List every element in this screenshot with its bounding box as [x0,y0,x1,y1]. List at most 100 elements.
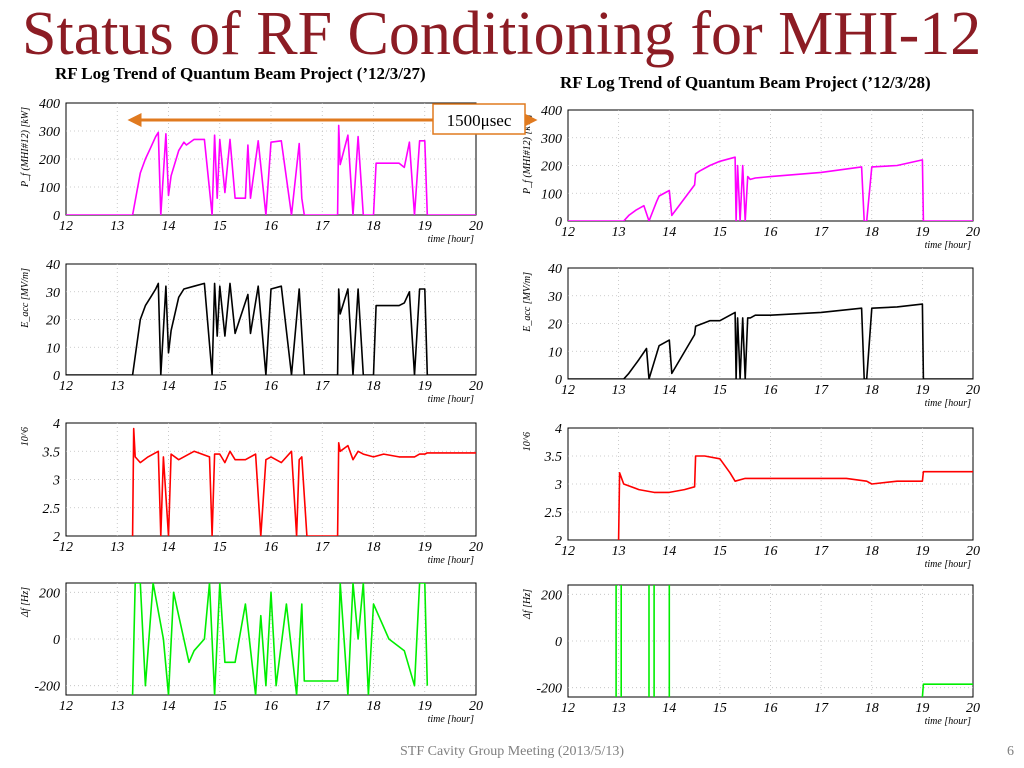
y-tick-label: 30 [45,286,60,301]
x-tick-label: 16 [764,701,778,716]
x-tick-label: 13 [110,379,124,394]
x-tick-label: 19 [915,225,929,240]
y-axis-label: P_f (MHI#12) [kW] [20,107,31,188]
x-tick-label: 17 [814,225,829,240]
x-tick-label: 19 [418,699,432,714]
x-tick-label: 12 [59,379,73,394]
x-tick-label: 14 [162,219,176,234]
x-tick-label: 14 [662,225,676,240]
x-tick-label: 15 [713,383,727,398]
y-tick-label: 40 [46,258,60,273]
x-tick-label: 15 [713,701,727,716]
x-tick-label: 17 [814,544,829,559]
x-tick-label: 14 [162,379,176,394]
y-tick-label: 20 [46,314,60,329]
y-tick-label: 400 [541,104,562,119]
x-tick-label: 17 [814,383,829,398]
x-tick-label: 19 [418,540,432,555]
x-tick-label: 15 [213,540,227,555]
y-tick-label: 100 [541,187,562,202]
y-axis-label: E_acc [MV/m] [20,268,31,329]
x-tick-label: 16 [764,225,778,240]
y-tick-label: 0 [555,215,562,230]
y-tick-label: 200 [541,588,562,603]
x-tick-label: 19 [418,379,432,394]
x-tick-label: 15 [213,379,227,394]
x-tick-label: 20 [469,219,483,234]
y-tick-label: 200 [39,586,60,601]
y-tick-label: 200 [541,160,562,175]
x-tick-label: 15 [213,219,227,234]
x-tick-label: 18 [865,701,879,716]
x-tick-label: 15 [213,699,227,714]
x-tick-label: 18 [865,544,879,559]
x-axis-label: time [hour] [428,394,475,405]
chart-right-q0: 12 13 14 15 16 17 18 19 20 2 2.5 3 3.5 4 time [hour] 10… [522,422,980,570]
x-tick-label: 15 [713,544,727,559]
arrow-head-right-icon [523,113,538,127]
x-tick-label: 16 [264,219,278,234]
y-tick-label: 2.5 [43,502,61,517]
x-tick-label: 19 [915,383,929,398]
series-line-left-q0-0 [131,427,476,536]
x-tick-label: 19 [915,701,929,716]
x-tick-label: 17 [315,379,330,394]
x-tick-label: 14 [662,701,676,716]
annotation-label: 1500μsec [447,111,512,130]
y-tick-label: 100 [39,181,60,196]
chart-right-detune: 12 13 14 15 16 17 18 19 20 -200 0 200 time [hour] Δf … [522,584,980,727]
y-tick-label: -200 [536,682,562,697]
series-line-right-field-0 [568,303,973,379]
y-tick-label: 2.5 [545,506,563,521]
x-tick-label: 14 [662,383,676,398]
x-tick-label: 19 [915,544,929,559]
y-axis-label: Δf [Hz] [20,587,31,618]
subtitle-left: RF Log Trend of Quantum Beam Project (’1… [55,64,426,83]
x-tick-label: 12 [561,383,575,398]
x-tick-label: 18 [367,219,381,234]
y-tick-label: 2 [53,530,60,545]
x-tick-label: 20 [966,701,980,716]
x-tick-label: 17 [315,219,330,234]
x-tick-label: 20 [966,544,980,559]
x-tick-label: 12 [59,219,73,234]
y-tick-label: 3 [554,478,562,493]
y-tick-label: 30 [547,290,562,305]
y-tick-label: 4 [53,417,60,432]
x-axis-label: time [hour] [925,716,972,727]
y-axis-label: Δf [Hz] [522,589,533,620]
y-tick-label: 300 [540,132,562,147]
series-line-right-q0-0 [617,455,973,540]
chart-right-field: 12 13 14 15 16 17 18 19 20 0 10 20 30 40 time [hour] E_… [522,262,980,409]
x-tick-label: 14 [162,699,176,714]
x-tick-label: 18 [367,699,381,714]
arrow-head-left-icon [127,113,142,127]
x-tick-label: 13 [110,699,124,714]
x-tick-label: 16 [264,379,278,394]
y-tick-label: 10 [46,341,60,356]
x-tick-label: 12 [561,225,575,240]
x-tick-label: 12 [561,701,575,716]
x-tick-label: 16 [764,544,778,559]
y-tick-label: -200 [34,680,60,695]
y-tick-label: 4 [555,422,562,437]
x-tick-label: 14 [662,544,676,559]
x-tick-label: 20 [469,379,483,394]
series-line-right-power-0 [568,156,973,221]
series-line-left-power-0 [66,124,476,215]
chart-left-q0: 12 13 14 15 16 17 18 19 20 2 2.5 3 3.5 4 time [hour] 10… [20,417,483,566]
x-tick-label: 18 [367,540,381,555]
y-tick-label: 3 [52,474,60,489]
y-tick-label: 0 [53,369,60,384]
x-tick-label: 18 [367,379,381,394]
x-axis-label: time [hour] [925,398,972,409]
x-tick-label: 12 [59,699,73,714]
x-tick-label: 14 [162,540,176,555]
y-tick-label: 0 [555,373,562,388]
y-tick-label: 0 [555,635,562,650]
y-tick-label: 300 [38,125,60,140]
annotation-box [432,103,526,135]
x-tick-label: 18 [865,225,879,240]
chart-left-detune: 12 13 14 15 16 17 18 19 20 -200 0 200 time [hour] Δf … [20,582,483,725]
